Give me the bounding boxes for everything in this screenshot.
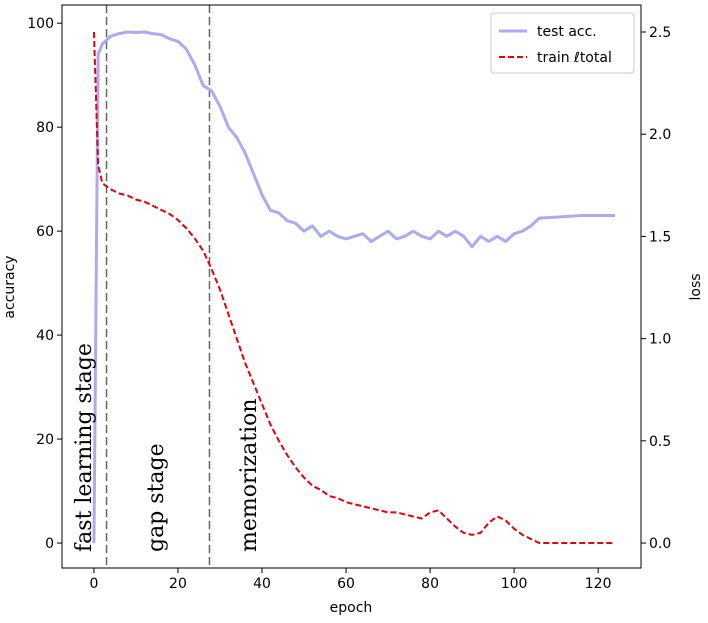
- y2-axis-label: loss: [688, 273, 704, 300]
- x-tick-label: 0: [89, 576, 98, 592]
- stage-label: gap stage: [144, 443, 169, 552]
- y-tick-label: 60: [36, 224, 54, 240]
- legend-label: test acc.: [537, 24, 597, 40]
- series-line: [92, 30, 615, 544]
- x-tick-label: 120: [585, 576, 612, 592]
- y2-tick-label: 1.0: [649, 332, 671, 348]
- y2-tick-label: 2.0: [649, 127, 671, 143]
- x-tick-label: 20: [169, 576, 187, 592]
- y2-tick-label: 2.5: [649, 25, 671, 41]
- x-tick-label: 60: [337, 576, 355, 592]
- y-tick-label: 80: [36, 120, 54, 136]
- y2-tick-label: 0.0: [649, 536, 671, 552]
- x-tick-label: 40: [253, 576, 271, 592]
- x-tick-label: 80: [421, 576, 439, 592]
- stage-label: fast learning stage: [72, 343, 97, 552]
- y2-tick-label: 0.5: [649, 434, 671, 450]
- stage-label: memorization: [237, 398, 262, 552]
- y2-tick-label: 1.5: [649, 229, 671, 245]
- series-line: [92, 31, 615, 545]
- plot-frame: [61, 4, 642, 569]
- legend-label: train ℓtotal: [537, 50, 612, 66]
- y-tick-label: 0: [45, 536, 54, 552]
- y-tick-label: 100: [27, 16, 54, 32]
- y-tick-label: 40: [36, 328, 54, 344]
- y-axis-label: accuracy: [2, 255, 18, 318]
- y-tick-label: 20: [36, 432, 54, 448]
- x-tick-label: 100: [501, 576, 528, 592]
- x-axis-label: epoch: [330, 600, 373, 616]
